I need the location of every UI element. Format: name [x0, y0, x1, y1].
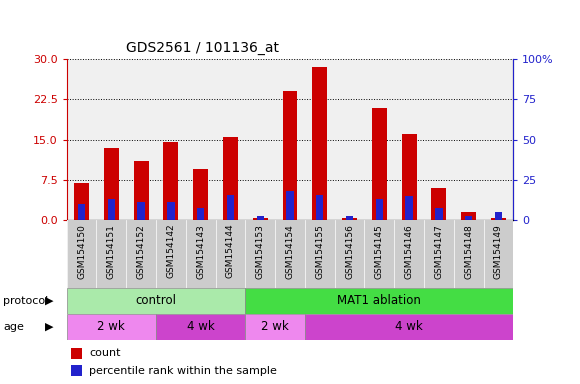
Text: GSM154146: GSM154146: [405, 224, 414, 278]
Text: protocol: protocol: [3, 296, 48, 306]
Text: control: control: [136, 294, 176, 307]
Bar: [253, 218, 268, 220]
Bar: [376, 199, 383, 220]
Bar: [71, 348, 82, 359]
Text: GSM154150: GSM154150: [77, 224, 86, 279]
Bar: [495, 212, 502, 220]
Bar: [104, 148, 119, 220]
Bar: [164, 142, 178, 220]
Text: ▶: ▶: [45, 296, 53, 306]
Text: MAT1 ablation: MAT1 ablation: [338, 294, 421, 307]
Bar: [435, 207, 443, 220]
Bar: [282, 91, 298, 220]
Bar: [256, 215, 264, 220]
Bar: [245, 314, 305, 340]
Text: count: count: [89, 348, 121, 358]
Bar: [197, 207, 204, 220]
Text: 4 wk: 4 wk: [395, 320, 423, 333]
Bar: [401, 134, 416, 220]
Bar: [305, 314, 513, 340]
Text: ▶: ▶: [45, 322, 53, 332]
Bar: [137, 202, 145, 220]
Text: GSM154152: GSM154152: [137, 224, 146, 278]
Bar: [223, 137, 238, 220]
Bar: [193, 169, 208, 220]
Bar: [461, 212, 476, 220]
Text: GSM154149: GSM154149: [494, 224, 503, 278]
Text: GSM154151: GSM154151: [107, 224, 116, 279]
Text: GSM154143: GSM154143: [196, 224, 205, 278]
Bar: [133, 161, 148, 220]
Bar: [67, 314, 156, 340]
Bar: [156, 314, 245, 340]
Bar: [432, 188, 446, 220]
Text: 2 wk: 2 wk: [261, 320, 289, 333]
Text: GSM154155: GSM154155: [316, 224, 324, 279]
Text: GSM154154: GSM154154: [285, 224, 295, 278]
Bar: [227, 195, 234, 220]
Bar: [491, 218, 506, 220]
Bar: [74, 183, 89, 220]
Text: 4 wk: 4 wk: [187, 320, 215, 333]
Text: GDS2561 / 101136_at: GDS2561 / 101136_at: [126, 41, 280, 55]
Text: GSM154145: GSM154145: [375, 224, 384, 278]
Bar: [465, 215, 472, 220]
Bar: [67, 288, 245, 314]
Bar: [287, 191, 293, 220]
Bar: [342, 218, 357, 220]
Bar: [71, 365, 82, 376]
Bar: [346, 215, 353, 220]
Bar: [108, 199, 115, 220]
Text: GSM154142: GSM154142: [166, 224, 175, 278]
Text: GSM154153: GSM154153: [256, 224, 264, 279]
Text: 2 wk: 2 wk: [97, 320, 125, 333]
Bar: [245, 288, 513, 314]
Bar: [405, 196, 413, 220]
Bar: [167, 202, 175, 220]
Bar: [372, 108, 387, 220]
Bar: [78, 204, 85, 220]
Text: GSM154147: GSM154147: [434, 224, 443, 278]
Bar: [312, 67, 327, 220]
Bar: [316, 195, 324, 220]
Text: GSM154144: GSM154144: [226, 224, 235, 278]
Text: age: age: [3, 322, 24, 332]
Text: GSM154148: GSM154148: [464, 224, 473, 278]
Text: GSM154156: GSM154156: [345, 224, 354, 279]
Text: percentile rank within the sample: percentile rank within the sample: [89, 366, 277, 376]
